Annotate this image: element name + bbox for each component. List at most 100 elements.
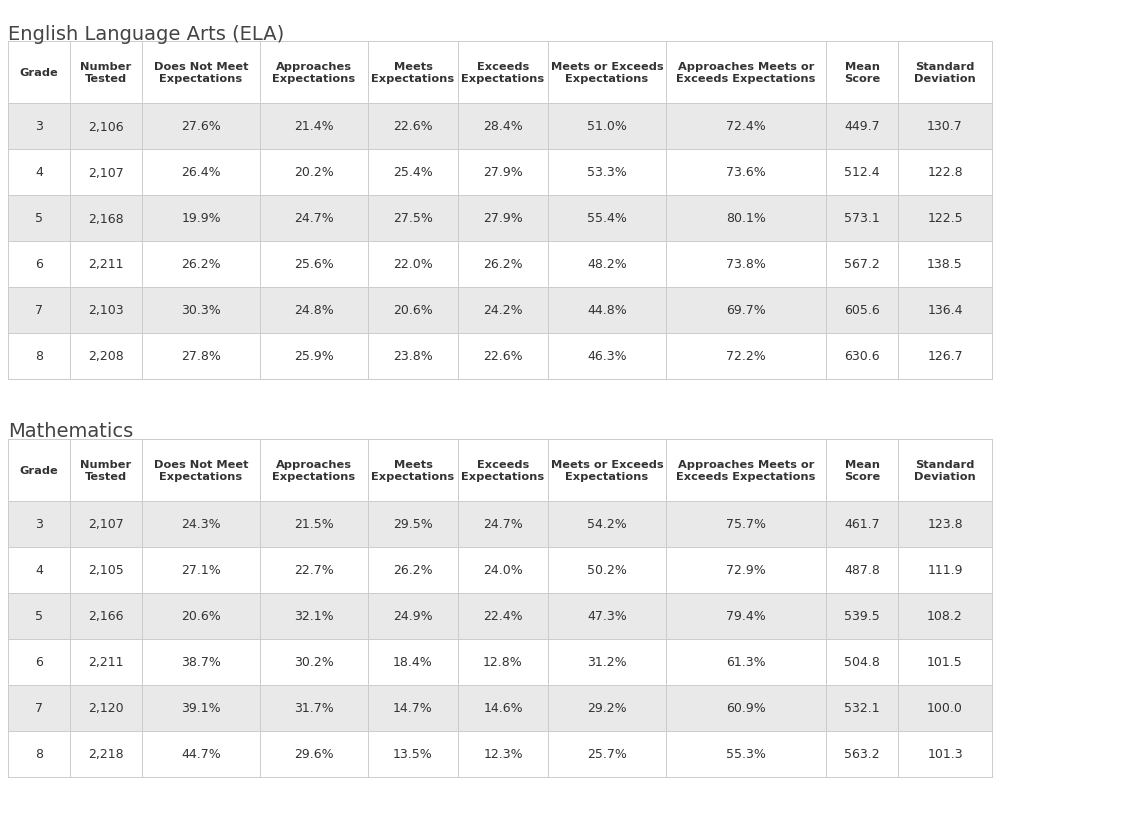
- Text: 4: 4: [35, 166, 43, 179]
- Text: 3: 3: [35, 518, 43, 531]
- Text: Does Not Meet
Expectations: Does Not Meet Expectations: [154, 459, 249, 482]
- Text: 50.2%: 50.2%: [587, 563, 627, 577]
- Text: Meets
Expectations: Meets Expectations: [372, 459, 455, 482]
- Text: 26.4%: 26.4%: [181, 166, 221, 179]
- Text: 122.5: 122.5: [927, 212, 963, 225]
- Text: 573.1: 573.1: [844, 212, 880, 225]
- Text: 27.6%: 27.6%: [181, 120, 221, 133]
- Text: Exceeds
Expectations: Exceeds Expectations: [462, 459, 545, 482]
- Text: 20.6%: 20.6%: [393, 304, 433, 317]
- Text: 20.6%: 20.6%: [181, 610, 221, 622]
- Text: 6: 6: [35, 656, 43, 668]
- Text: 80.1%: 80.1%: [726, 212, 766, 225]
- Text: Standard
Deviation: Standard Deviation: [914, 61, 976, 84]
- Text: 21.5%: 21.5%: [294, 518, 334, 531]
- Text: 8: 8: [35, 748, 43, 761]
- Text: 101.5: 101.5: [927, 656, 963, 668]
- Text: 7: 7: [35, 702, 43, 715]
- Text: Approaches
Expectations: Approaches Expectations: [272, 459, 356, 482]
- Text: 26.2%: 26.2%: [181, 258, 221, 271]
- Text: 532.1: 532.1: [845, 702, 880, 715]
- Text: Mean
Score: Mean Score: [844, 459, 880, 482]
- Text: Number
Tested: Number Tested: [81, 61, 131, 84]
- Text: 39.1%: 39.1%: [181, 702, 221, 715]
- Text: 27.8%: 27.8%: [181, 350, 221, 363]
- Text: 30.2%: 30.2%: [294, 656, 334, 668]
- Text: 72.9%: 72.9%: [726, 563, 766, 577]
- Text: 24.7%: 24.7%: [483, 518, 523, 531]
- Text: Mathematics: Mathematics: [8, 422, 133, 441]
- Bar: [8, 242, 992, 287]
- Text: 73.6%: 73.6%: [726, 166, 766, 179]
- Bar: [8, 731, 992, 777]
- Text: 24.2%: 24.2%: [483, 304, 523, 317]
- Text: 79.4%: 79.4%: [726, 610, 766, 622]
- Text: 2,218: 2,218: [88, 748, 124, 761]
- Text: 30.3%: 30.3%: [181, 304, 221, 317]
- Text: 31.7%: 31.7%: [294, 702, 334, 715]
- Text: 27.1%: 27.1%: [181, 563, 221, 577]
- Bar: [8, 104, 992, 150]
- Text: 75.7%: 75.7%: [726, 518, 766, 531]
- Text: 19.9%: 19.9%: [181, 212, 221, 225]
- Text: 7: 7: [35, 304, 43, 317]
- Text: 136.4: 136.4: [927, 304, 963, 317]
- Text: 5: 5: [35, 212, 43, 225]
- Text: 2,211: 2,211: [88, 656, 124, 668]
- Text: 605.6: 605.6: [844, 304, 880, 317]
- Text: 27.9%: 27.9%: [483, 166, 523, 179]
- Text: Approaches
Expectations: Approaches Expectations: [272, 61, 356, 84]
- Text: 24.7%: 24.7%: [294, 212, 334, 225]
- Text: Standard
Deviation: Standard Deviation: [914, 459, 976, 482]
- Text: Approaches Meets or
Exceeds Expectations: Approaches Meets or Exceeds Expectations: [676, 459, 816, 482]
- Text: 24.0%: 24.0%: [483, 563, 523, 577]
- Text: 2,105: 2,105: [88, 563, 124, 577]
- Text: 12.8%: 12.8%: [483, 656, 523, 668]
- Text: 61.3%: 61.3%: [726, 656, 766, 668]
- Text: 487.8: 487.8: [844, 563, 880, 577]
- Text: 55.3%: 55.3%: [726, 748, 766, 761]
- Text: 29.6%: 29.6%: [294, 748, 334, 761]
- Text: 32.1%: 32.1%: [294, 610, 334, 622]
- Text: 48.2%: 48.2%: [587, 258, 627, 271]
- Text: 130.7: 130.7: [927, 120, 963, 133]
- Text: 31.2%: 31.2%: [587, 656, 627, 668]
- Text: Exceeds
Expectations: Exceeds Expectations: [462, 61, 545, 84]
- Text: 101.3: 101.3: [927, 748, 963, 761]
- Text: 53.3%: 53.3%: [587, 166, 627, 179]
- Text: 25.6%: 25.6%: [294, 258, 334, 271]
- Text: 22.0%: 22.0%: [393, 258, 433, 271]
- Text: 2,208: 2,208: [88, 350, 124, 363]
- Text: 54.2%: 54.2%: [587, 518, 627, 531]
- Text: 29.2%: 29.2%: [587, 702, 627, 715]
- Text: 72.2%: 72.2%: [726, 350, 766, 363]
- Text: 27.5%: 27.5%: [393, 212, 433, 225]
- Text: 13.5%: 13.5%: [393, 748, 433, 761]
- Text: 461.7: 461.7: [845, 518, 880, 531]
- Text: 29.5%: 29.5%: [393, 518, 433, 531]
- Text: 563.2: 563.2: [845, 748, 880, 761]
- Text: 567.2: 567.2: [844, 258, 880, 271]
- Text: 25.4%: 25.4%: [393, 166, 433, 179]
- Text: 111.9: 111.9: [927, 563, 963, 577]
- Text: 539.5: 539.5: [844, 610, 880, 622]
- Text: 18.4%: 18.4%: [393, 656, 433, 668]
- Text: 138.5: 138.5: [927, 258, 963, 271]
- Text: 123.8: 123.8: [927, 518, 963, 531]
- Text: 25.9%: 25.9%: [294, 350, 334, 363]
- Text: 20.2%: 20.2%: [294, 166, 334, 179]
- Text: 51.0%: 51.0%: [587, 120, 627, 133]
- Bar: [8, 333, 992, 379]
- Text: 12.3%: 12.3%: [483, 748, 523, 761]
- Text: 2,107: 2,107: [88, 166, 124, 179]
- Text: 14.7%: 14.7%: [393, 702, 433, 715]
- Text: 28.4%: 28.4%: [483, 120, 523, 133]
- Text: 5: 5: [35, 610, 43, 622]
- Text: 69.7%: 69.7%: [726, 304, 766, 317]
- Bar: [8, 593, 992, 639]
- Text: Grade: Grade: [19, 465, 58, 475]
- Bar: [8, 686, 992, 731]
- Text: Meets
Expectations: Meets Expectations: [372, 61, 455, 84]
- Bar: [8, 150, 992, 196]
- Text: 3: 3: [35, 120, 43, 133]
